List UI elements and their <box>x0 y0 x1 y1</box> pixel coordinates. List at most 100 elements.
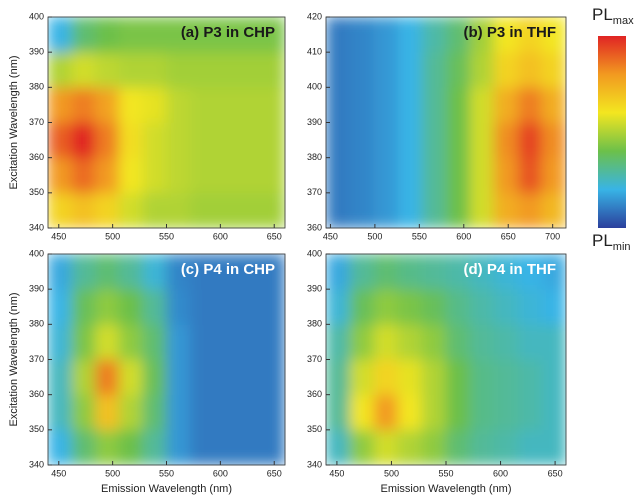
heat-cell <box>71 157 96 194</box>
heat-cell <box>445 324 471 360</box>
colorbar-label-main: PL <box>592 231 613 250</box>
heat-cell <box>95 394 120 431</box>
heat-cell <box>71 87 96 123</box>
y-tick-label: 360 <box>29 389 44 399</box>
heat-cell <box>493 288 519 325</box>
heat-cell <box>95 51 120 88</box>
heat-cell <box>237 253 262 290</box>
heat-cell <box>493 16 519 53</box>
heat-cell <box>71 359 96 395</box>
heat-cell <box>541 253 567 290</box>
heat-cell <box>493 429 519 466</box>
heat-cell <box>142 192 167 229</box>
heat-cell <box>373 394 399 431</box>
heat-cell <box>71 122 96 158</box>
x-tick-label: 600 <box>456 231 471 241</box>
y-tick-label: 400 <box>29 11 44 21</box>
y-tick-label: 350 <box>29 187 44 197</box>
y-tick-label: 350 <box>307 424 322 434</box>
heat-cell <box>261 122 286 158</box>
heat-cell <box>95 359 120 395</box>
x-tick-label: 450 <box>51 468 66 478</box>
heat-cell <box>397 394 423 431</box>
x-tick-label: 650 <box>267 231 282 241</box>
heat-cell <box>541 122 567 158</box>
y-tick-label: 380 <box>29 82 44 92</box>
y-axis-label: Excitation Wavelength (nm) <box>8 292 20 426</box>
heat-cell <box>166 429 191 466</box>
heat-cell <box>373 87 399 123</box>
heat-cell <box>349 157 375 194</box>
y-tick-label: 370 <box>307 354 322 364</box>
y-tick-label: 350 <box>29 424 44 434</box>
heat-cell <box>47 394 72 431</box>
heat-cell <box>166 359 191 395</box>
heat-cell <box>261 16 286 53</box>
heat-cell <box>469 87 495 123</box>
x-tick-label: 550 <box>438 468 453 478</box>
x-tick-label: 500 <box>384 468 399 478</box>
heat-cell <box>189 288 215 325</box>
y-tick-label: 400 <box>307 82 322 92</box>
heat-cell <box>373 16 399 53</box>
heat-cell <box>118 51 144 88</box>
heat-cell <box>397 16 423 53</box>
heat-cell <box>493 394 519 431</box>
heat-cell <box>325 122 351 158</box>
heat-cell <box>517 288 543 325</box>
y-tick-label: 340 <box>29 459 44 469</box>
panel-title: (a) P3 in CHP <box>181 24 275 41</box>
heat-cell <box>493 324 519 360</box>
heat-cell <box>325 429 351 466</box>
heat-cell <box>166 394 191 431</box>
heat-cell <box>237 394 262 431</box>
heat-cell <box>261 87 286 123</box>
heat-cell <box>397 324 423 360</box>
heat-cell <box>118 16 144 53</box>
heatmap <box>47 16 286 229</box>
heat-cell <box>47 359 72 395</box>
heat-cell <box>213 192 238 229</box>
heat-cell <box>71 288 96 325</box>
heat-cell <box>421 359 447 395</box>
heat-cell <box>493 157 519 194</box>
heat-cell <box>541 324 567 360</box>
heat-cell <box>445 51 471 88</box>
heat-cell <box>261 157 286 194</box>
heat-cell <box>142 87 167 123</box>
heat-cell <box>189 16 215 53</box>
heat-cell <box>349 394 375 431</box>
heat-cell <box>397 87 423 123</box>
heat-cell <box>95 324 120 360</box>
heat-cell <box>189 51 215 88</box>
heat-cell <box>493 87 519 123</box>
heat-cell <box>517 16 543 53</box>
heat-cell <box>237 16 262 53</box>
y-tick-label: 380 <box>29 319 44 329</box>
heat-cell <box>349 51 375 88</box>
heat-cell <box>325 288 351 325</box>
x-tick-label: 500 <box>367 231 382 241</box>
heat-cell <box>71 253 96 290</box>
heatmap <box>325 253 567 466</box>
colorbar-label-main: PL <box>592 5 613 24</box>
heat-cell <box>118 87 144 123</box>
y-tick-label: 410 <box>307 47 322 57</box>
heat-cell <box>397 429 423 466</box>
heat-cell <box>421 253 447 290</box>
heat-cell <box>71 324 96 360</box>
colorbar-max-label: PLmax <box>592 5 634 26</box>
heat-cell <box>445 157 471 194</box>
heat-cell <box>213 16 238 53</box>
heat-cell <box>469 324 495 360</box>
x-tick-label: 600 <box>493 468 508 478</box>
heat-cell <box>118 288 144 325</box>
heat-cell <box>421 324 447 360</box>
heat-cell <box>325 157 351 194</box>
heat-cell <box>213 394 238 431</box>
heat-cell <box>397 359 423 395</box>
heat-cell <box>142 16 167 53</box>
heat-cell <box>237 288 262 325</box>
heat-cell <box>493 122 519 158</box>
colorbar-min-label: PLmin <box>592 231 631 252</box>
